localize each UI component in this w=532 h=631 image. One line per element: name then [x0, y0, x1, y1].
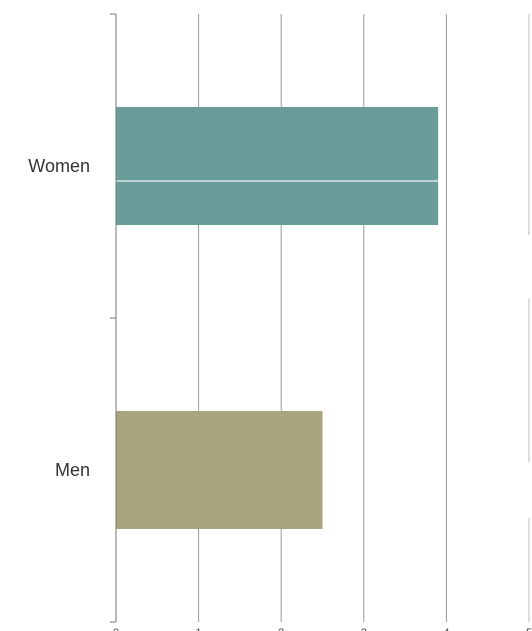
- category-label-men: Men: [55, 460, 90, 480]
- bar-men: [116, 411, 323, 529]
- bar-layer: [116, 107, 439, 529]
- category-label-women: Women: [28, 156, 90, 176]
- x-tick-label-5: 5: [526, 627, 532, 631]
- x-tick-label-3: 3: [361, 627, 367, 631]
- x-tick-label-1: 1: [196, 627, 202, 631]
- x-tick-label-0: 0: [113, 627, 119, 631]
- axis-layer: [110, 13, 117, 623]
- grid-layer: [198, 14, 530, 622]
- bar-women: [116, 107, 439, 225]
- x-tick-label-2: 2: [278, 627, 284, 631]
- label-layer: Women Men 0 1 2 3 4 5: [28, 156, 532, 631]
- x-tick-label-4: 4: [443, 627, 449, 631]
